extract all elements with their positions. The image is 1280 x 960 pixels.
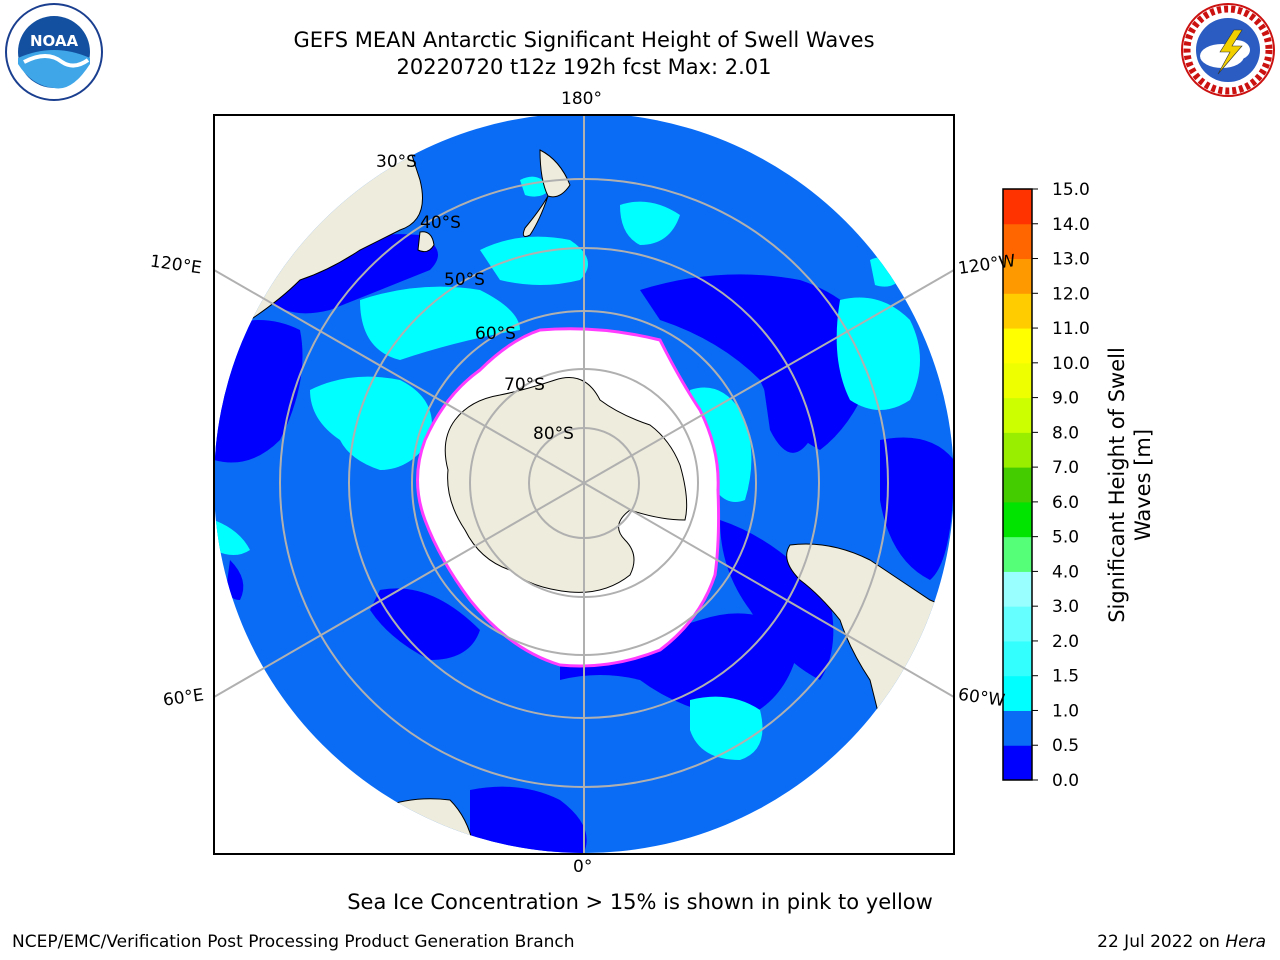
lat-label-40s: 40°S	[420, 213, 461, 233]
colorbar-tick-label: 5.0	[1052, 528, 1079, 548]
nws-logo	[1181, 3, 1275, 97]
colorbar-tick-label: 15.0	[1052, 180, 1090, 200]
colorbar-segment	[1003, 362, 1032, 399]
colorbar-segment	[1003, 293, 1032, 329]
colorbar-tick-label: 10.0	[1052, 354, 1090, 374]
noaa-logo-text: NOAA	[30, 32, 79, 50]
colorbar: 15.0 14.0 13.0 12.0 11.0 10.0 9.0 8.0 7.0 6.0 5.0 4…	[1002, 180, 1155, 791]
footer-credit: NCEP/EMC/Verification Post Processing Pr…	[12, 932, 575, 952]
lat-label-60s: 60°S	[475, 324, 516, 344]
title-line2: 20220720 t12z 192h fcst Max: 2.01	[396, 55, 772, 79]
colorbar-segment	[1003, 675, 1032, 711]
colorbar-tick-label: 1.5	[1052, 667, 1079, 687]
colorbar-segment	[1003, 258, 1032, 294]
colorbar-segment	[1003, 467, 1032, 503]
colorbar-tick-label: 12.0	[1052, 284, 1090, 304]
meridians	[214, 115, 954, 854]
colorbar-segment	[1003, 710, 1032, 746]
lon-label-0: 0°	[573, 857, 593, 877]
colorbar-tick-label: 8.0	[1052, 423, 1079, 443]
lat-label-80s: 80°S	[533, 424, 574, 444]
colorbar-segment	[1003, 328, 1032, 364]
title-line1: GEFS MEAN Antarctic Significant Height o…	[293, 28, 875, 52]
colorbar-segment	[1003, 189, 1032, 225]
colorbar-segment	[1003, 432, 1032, 468]
colorbar-tick-label: 4.0	[1052, 562, 1079, 582]
lat-label-50s: 50°S	[444, 270, 485, 290]
sea-ice-caption: Sea Ice Concentration > 15% is shown in …	[347, 890, 933, 914]
colorbar-segment	[1003, 397, 1032, 433]
colorbar-tick-label: 0.0	[1052, 771, 1079, 791]
colorbar-tick-label: 11.0	[1052, 319, 1090, 339]
footer-date: 22 Jul 2022 on Hera	[1097, 932, 1266, 952]
colorbar-segment	[1003, 606, 1032, 642]
colorbar-segment	[1003, 501, 1032, 538]
colorbar-label-line1: Significant Height of Swell	[1105, 347, 1129, 623]
noaa-logo: NOAA	[5, 3, 103, 101]
colorbar-segment	[1003, 745, 1032, 781]
colorbar-segment	[1003, 223, 1032, 260]
colorbar-segment	[1003, 536, 1032, 572]
colorbar-segment	[1003, 571, 1032, 607]
colorbar-tick-label: 9.0	[1052, 389, 1079, 409]
colorbar-tick-label: 14.0	[1052, 215, 1090, 235]
lat-label-70s: 70°S	[504, 375, 545, 395]
colorbar-tick-label: 13.0	[1052, 250, 1090, 270]
lat-label-30s: 30°S	[376, 152, 417, 172]
colorbar-tick-label: 3.0	[1052, 597, 1079, 617]
footer-date-text: 22 Jul 2022 on	[1097, 932, 1226, 952]
colorbar-tick-label: 1.0	[1052, 701, 1079, 721]
map-frame	[213, 114, 955, 855]
footer-system: Hera	[1225, 932, 1266, 952]
colorbar-tick-label: 0.5	[1052, 736, 1079, 756]
lon-label-180: 180°	[561, 89, 602, 109]
colorbar-tick-label: 6.0	[1052, 493, 1079, 513]
colorbar-tick-label: 2.0	[1052, 632, 1079, 652]
colorbar-tick-label: 7.0	[1052, 458, 1079, 478]
colorbar-segment	[1003, 640, 1032, 677]
colorbar-label-line2: Waves [m]	[1131, 429, 1155, 541]
